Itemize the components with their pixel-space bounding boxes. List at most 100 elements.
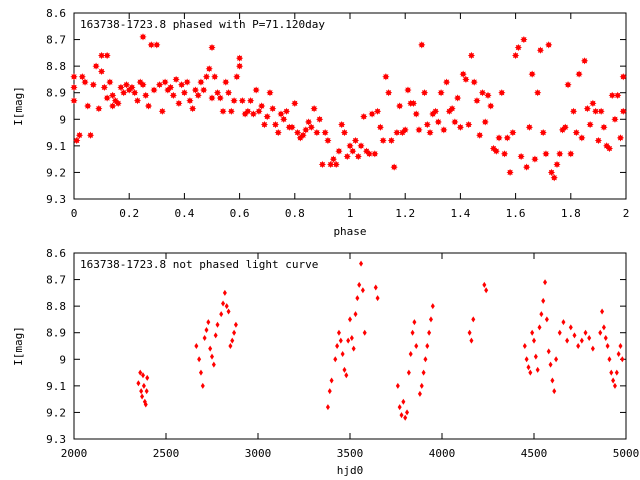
y-tick-label: 9.1 [46,380,66,393]
data-point [576,343,581,349]
data-point [620,356,625,363]
data-point [230,337,235,344]
data-point [542,150,550,158]
unphased-axis-ticks [73,252,627,440]
data-point [81,78,89,86]
data-point [216,94,224,102]
data-point [351,345,356,352]
data-point [594,136,602,145]
x-tick-label: 0.6 [230,207,250,220]
data-point [359,260,364,267]
data-point [136,380,141,387]
y-tick-label: 8.9 [46,87,66,100]
data-point [616,350,621,357]
data-point [362,329,367,336]
data-point [70,97,78,105]
phased-chart-title: 163738-1723.8 phased with P=71.120day [80,18,325,31]
data-point [404,86,412,94]
data-point [355,295,360,302]
data-point [117,83,125,91]
data-point [178,81,186,89]
data-point [351,136,360,145]
data-point [144,388,149,395]
data-point [459,70,467,78]
data-point [219,107,227,115]
data-point [282,107,291,115]
y-tick-label: 9 [59,113,66,126]
data-point [481,118,489,126]
data-point [194,343,199,349]
x-tick-label: 5000 [613,447,640,460]
data-point [484,287,489,294]
data-point [222,78,230,86]
data-point [373,284,378,291]
data-point [601,324,606,331]
data-point [412,110,420,118]
data-point [150,86,158,94]
data-point [537,324,542,331]
data-point [565,337,570,344]
x-tick-label: 0.2 [119,207,139,220]
data-point [476,131,484,139]
data-point [349,147,357,155]
data-point [236,54,244,62]
data-point [155,81,164,89]
data-point [544,316,549,323]
data-point [612,382,617,389]
data-point [344,372,349,379]
data-point [421,369,426,376]
phased-x-tick-labels: 0 0.2 0.4 0.6 0.8 1 1.2 1.4 1.6 1.8 2 [71,207,630,220]
data-point [169,91,177,99]
data-point [335,147,343,155]
data-point [379,136,387,145]
data-point [236,62,244,70]
data-point [417,390,422,397]
data-point [539,311,544,318]
data-point [592,107,600,115]
data-point [428,316,433,323]
data-point [469,337,474,344]
data-point [467,51,476,60]
data-point [335,343,340,349]
data-point [506,168,514,177]
data-point [548,361,553,368]
data-point [109,91,117,99]
data-point [586,121,594,129]
y-tick-label: 8.7 [46,274,66,287]
data-point [405,409,410,416]
data-point [260,121,269,129]
data-point [512,51,520,60]
data-point [139,33,147,41]
phased-y-tick-labels: 8.6 8.7 8.8 8.9 9 9.1 9.2 9.3 [46,7,66,206]
data-point [532,337,536,344]
data-point [425,343,430,349]
phased-x-axis-title: phase [333,225,366,238]
phased-y-axis-title: I[mag] [12,86,25,126]
data-point [605,343,610,349]
data-point [131,89,139,97]
x-tick-label: 1.6 [506,207,526,220]
data-point [316,115,324,123]
data-point [133,97,142,105]
data-point [153,41,161,49]
data-point [597,107,605,115]
data-point [78,73,86,81]
data-point [482,281,487,288]
data-point [484,91,492,99]
data-point [98,51,106,60]
data-point [70,83,78,91]
data-point [172,75,180,84]
y-tick-label: 8.6 [46,7,66,20]
data-point [360,287,365,294]
data-point [600,123,608,131]
data-point [547,168,556,177]
x-tick-label: 1.4 [450,207,470,220]
x-tick-label: 2 [623,207,630,220]
data-point [139,388,144,395]
data-point [197,356,202,363]
unphased-y-axis-title: I[mag] [12,326,25,366]
data-point [524,356,529,363]
data-point [552,388,557,395]
data-point [387,136,395,145]
unphased-data-points [136,260,625,421]
